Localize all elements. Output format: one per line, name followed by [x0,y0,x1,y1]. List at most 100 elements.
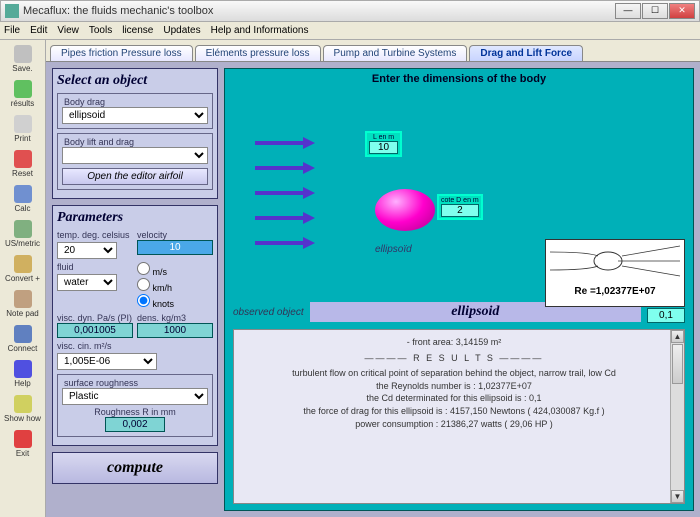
results-icon [14,80,32,98]
result-line: the force of drag for this ellipsoid is … [240,405,668,418]
connect-icon [14,325,32,343]
results-scrollbar[interactable]: ▲ ▼ [670,330,684,503]
window-title: Mecaflux: the fluids mechanic's toolbox [23,5,615,17]
diagram-area: L en m 10 cote D en m 2 ellipsoïd Re =1,… [225,89,693,299]
fluid-label: fluid [57,262,133,272]
velocity-value[interactable]: 10 [137,240,213,255]
minimize-button[interactable]: — [615,3,641,19]
visccin-label: visc. cin. m²/s [57,341,213,351]
result-line: the Reynolds number is : 1,02377E+07 [240,380,668,393]
maximize-button[interactable]: ☐ [642,3,668,19]
reynolds-value: Re =1,02377E+07 [548,286,682,297]
reset-icon [14,150,32,168]
diameter-dimension: cote D en m 2 [437,194,483,220]
select-title: Select an object [57,73,213,89]
body-lift-legend: Body lift and drag [62,137,136,147]
usmetric-icon [14,220,32,238]
side-toolbar: Save.résultsPrintResetCalcUS/metricConve… [0,40,46,517]
viscdyn-label: visc. dyn. Pa/s (PI) [57,313,133,323]
tab-drag[interactable]: Drag and Lift Force [469,45,583,61]
parameters-panel: Parameters temp. deg. celsius 20 velocit… [52,205,218,446]
viscdyn-value[interactable]: 0,001005 [57,323,133,338]
workspace: Select an object Body drag ellipsoid Bod… [46,62,700,517]
flow-arrow-icon [255,214,315,222]
tool-calc-button[interactable]: Calc [2,182,44,216]
exit-icon [14,430,32,448]
front-area: - front area: 3,14159 m² [240,336,668,349]
select-object-panel: Select an object Body drag ellipsoid Bod… [52,68,218,199]
tool-exit-button[interactable]: Exit [2,427,44,461]
results-header: ———— R E S U L T S ———— [240,352,668,365]
flow-arrow-icon [255,139,315,147]
tool-results-button[interactable]: résults [2,77,44,111]
flow-arrow-icon [255,239,315,247]
scroll-down-icon[interactable]: ▼ [671,490,684,503]
app-icon [5,4,19,18]
observed-label: observed object [233,307,304,318]
scroll-thumb[interactable] [672,344,683,384]
tool-showhow-button[interactable]: Show how [2,392,44,426]
menu-edit[interactable]: Edit [30,25,47,36]
unit-kmh-radio[interactable] [137,278,150,291]
tab-elements[interactable]: Eléments pressure loss [195,45,321,61]
print-icon [14,115,32,133]
dens-value[interactable]: 1000 [137,323,213,338]
menu-license[interactable]: license [122,25,153,36]
body-drag-select[interactable]: ellipsoid [62,107,208,124]
velocity-label: velocity [137,230,213,240]
unit-ms-radio[interactable] [137,262,150,275]
result-line: power consumption : 21386,27 watts ( 29,… [240,418,668,431]
tool-usmetric-button[interactable]: US/metric [2,217,44,251]
flow-arrow-icon [255,189,315,197]
ellipsoid-shape [375,189,435,231]
showhow-icon [14,395,32,413]
result-line: the Cd determinated for this ellipsoid i… [240,392,668,405]
menu-view[interactable]: View [57,25,79,36]
tool-help-button[interactable]: Help [2,357,44,391]
menu-updates[interactable]: Updates [163,25,200,36]
tab-friction[interactable]: Pipes friction Pressure loss [50,45,193,61]
visccin-select[interactable]: 1,005E-06 [57,353,157,370]
open-editor-airfoil-button[interactable]: Open the editor airfoil [62,168,208,185]
window-titlebar: Mecaflux: the fluids mechanic's toolbox … [0,0,700,22]
tool-reset-button[interactable]: Reset [2,147,44,181]
flow-arrow-icon [255,164,315,172]
roughness-value[interactable]: 0,002 [105,417,165,432]
fluid-select[interactable]: water [57,274,117,291]
menubar: File Edit View Tools license Updates Hel… [0,22,700,40]
unit-knots-radio[interactable] [137,294,150,307]
save-icon [14,45,32,63]
roughness-legend: surface roughness [62,378,140,388]
menu-tools[interactable]: Tools [89,25,112,36]
tab-pump[interactable]: Pump and Turbine Systems [323,45,468,61]
compute-button[interactable]: compute [52,452,218,484]
roughness-select[interactable]: Plastic [62,388,208,405]
calc-icon [14,185,32,203]
tool-notepad-button[interactable]: Note pad [2,287,44,321]
result-line: turbulent flow on critical point of sepa… [240,367,668,380]
roughness-sublabel: Roughness R in mm [62,407,208,417]
results-panel: - front area: 3,14159 m² ———— R E S U L … [233,329,685,504]
notepad-icon [14,290,32,308]
convert-icon [14,255,32,273]
menu-file[interactable]: File [4,25,20,36]
length-dimension: L en m 10 [365,131,402,157]
velocity-units: m/s km/h knots [137,262,213,310]
tool-save-button[interactable]: Save. [2,42,44,76]
temp-select[interactable]: 20 [57,242,117,259]
reynolds-inset: Re =1,02377E+07 [545,239,685,307]
close-button[interactable]: ✕ [669,3,695,19]
tabbar: Pipes friction Pressure lossEléments pre… [46,40,700,62]
tool-print-button[interactable]: Print [2,112,44,146]
tool-convert-button[interactable]: Convert + [2,252,44,286]
shape-caption: ellipsoïd [375,244,412,255]
body-drag-legend: Body drag [62,97,107,107]
streamline-icon [548,242,682,280]
right-header: Enter the dimensions of the body [225,69,693,89]
scroll-up-icon[interactable]: ▲ [671,330,684,343]
body-lift-select[interactable] [62,147,208,164]
params-title: Parameters [57,210,213,226]
menu-help[interactable]: Help and Informations [211,25,309,36]
right-panel: Enter the dimensions of the body L en m … [224,68,694,511]
tool-connect-button[interactable]: Connect [2,322,44,356]
